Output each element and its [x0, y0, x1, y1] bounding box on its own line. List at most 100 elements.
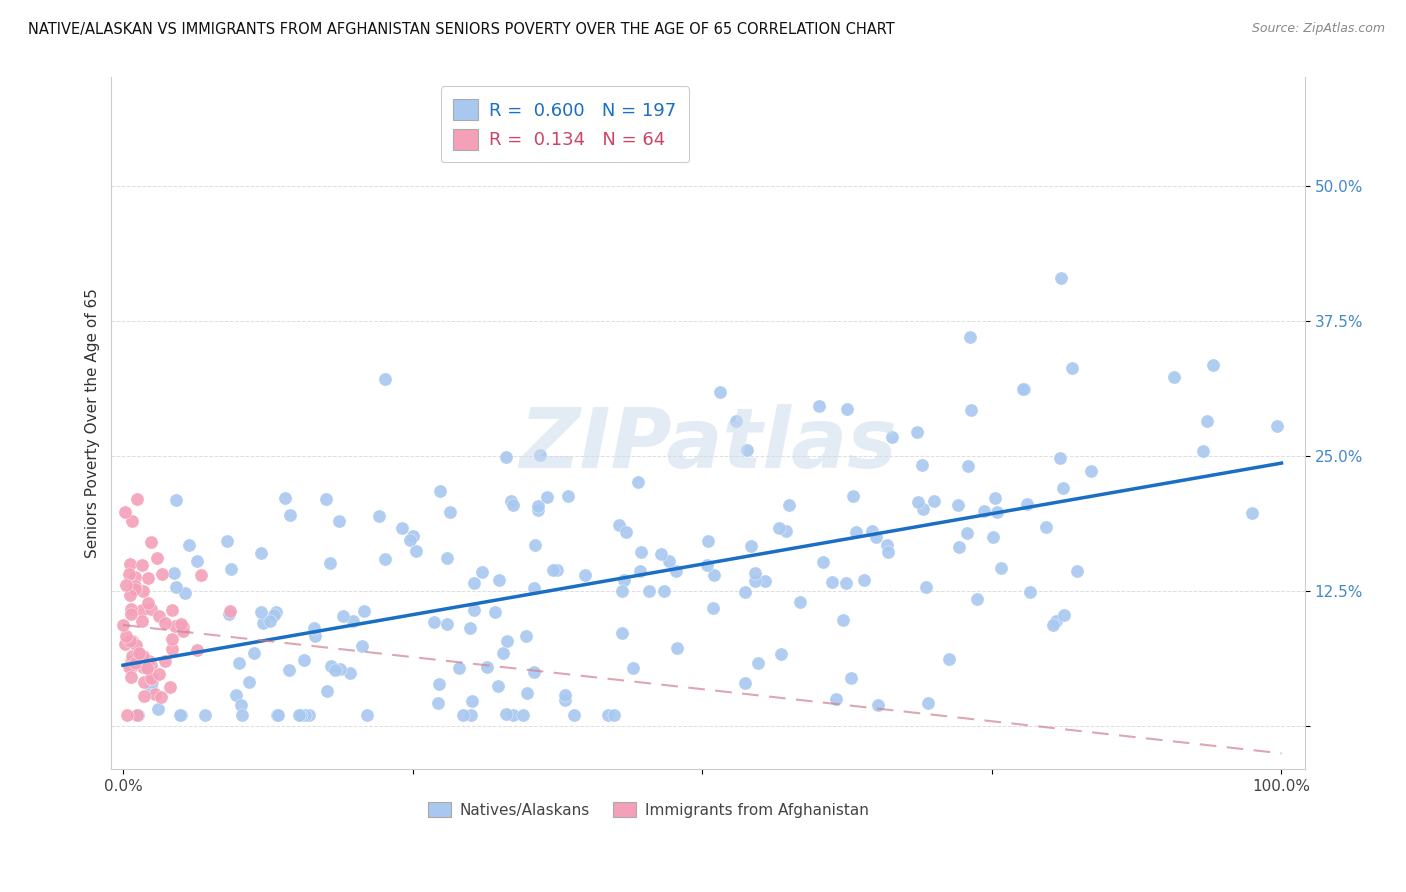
Point [911, 458, 934, 472]
Point [243, 646, 266, 660]
Point [294, 708, 316, 723]
Point [734, 676, 756, 690]
Point [527, 503, 550, 517]
Point [458, 621, 481, 635]
Point [813, 555, 835, 569]
Point [162, 641, 184, 656]
Point [463, 603, 485, 617]
Point [502, 708, 524, 723]
Point [1195, 414, 1218, 428]
Point [831, 613, 853, 627]
Point [973, 504, 995, 518]
Point [219, 562, 242, 576]
Point [124, 570, 146, 584]
Point [1052, 481, 1074, 495]
Point [405, 544, 427, 558]
Point [127, 708, 149, 723]
Point [139, 535, 162, 549]
Point [527, 499, 550, 513]
Point [146, 702, 169, 716]
Point [225, 688, 247, 702]
Point [120, 656, 142, 670]
Point [332, 608, 354, 623]
Point [835, 576, 858, 591]
Point [132, 660, 155, 674]
Point [702, 601, 724, 615]
Point [124, 656, 146, 670]
Point [124, 582, 146, 597]
Point [267, 708, 290, 723]
Point [541, 563, 564, 577]
Point [616, 524, 638, 539]
Point [986, 505, 1008, 519]
Point [131, 558, 153, 573]
Point [215, 534, 238, 549]
Point [153, 615, 176, 630]
Point [959, 403, 981, 417]
Point [807, 399, 830, 413]
Point [664, 564, 686, 578]
Point [598, 708, 620, 723]
Point [1080, 464, 1102, 478]
Point [402, 529, 425, 543]
Point [136, 661, 159, 675]
Point [523, 581, 546, 595]
Point [523, 665, 546, 680]
Point [165, 580, 187, 594]
Point [263, 608, 285, 623]
Point [165, 493, 187, 508]
Point [436, 550, 458, 565]
Point [1201, 359, 1223, 373]
Point [1019, 584, 1042, 599]
Point [612, 584, 634, 599]
Point [339, 665, 361, 680]
Point [316, 684, 339, 698]
Point [845, 524, 868, 539]
Text: NATIVE/ALASKAN VS IMMIGRANTS FROM AFGHANISTAN SENIORS POVERTY OVER THE AGE OF 65: NATIVE/ALASKAN VS IMMIGRANTS FROM AFGHAN… [28, 22, 894, 37]
Point [613, 573, 636, 587]
Point [512, 708, 534, 723]
Point [860, 524, 883, 538]
Point [318, 556, 340, 570]
Point [1012, 382, 1035, 396]
Point [121, 514, 143, 528]
Point [138, 596, 160, 610]
Point [353, 604, 375, 618]
Point [502, 498, 524, 512]
Point [328, 514, 350, 528]
Point [557, 490, 579, 504]
Point [516, 686, 538, 700]
Point [1045, 614, 1067, 628]
Point [917, 696, 939, 710]
Point [665, 641, 688, 656]
Point [709, 385, 731, 400]
Point [922, 494, 945, 508]
Point [194, 708, 217, 723]
Legend: Natives/Alaskans, Immigrants from Afghanistan: Natives/Alaskans, Immigrants from Afghan… [422, 796, 875, 824]
Point [120, 670, 142, 684]
Point [124, 638, 146, 652]
Point [172, 619, 194, 633]
Point [865, 530, 887, 544]
Point [602, 708, 624, 723]
Point [495, 450, 517, 464]
Point [429, 677, 451, 691]
Point [1053, 607, 1076, 622]
Point [298, 708, 321, 723]
Point [460, 708, 482, 723]
Point [877, 545, 900, 559]
Point [574, 568, 596, 582]
Point [1012, 382, 1035, 396]
Point [121, 634, 143, 648]
Point [304, 621, 326, 635]
Point [179, 538, 201, 552]
Point [153, 654, 176, 668]
Point [146, 550, 169, 565]
Point [114, 505, 136, 519]
Point [495, 633, 517, 648]
Point [150, 690, 173, 705]
Point [172, 624, 194, 638]
Point [638, 584, 661, 599]
Point [461, 694, 484, 708]
Point [983, 530, 1005, 544]
